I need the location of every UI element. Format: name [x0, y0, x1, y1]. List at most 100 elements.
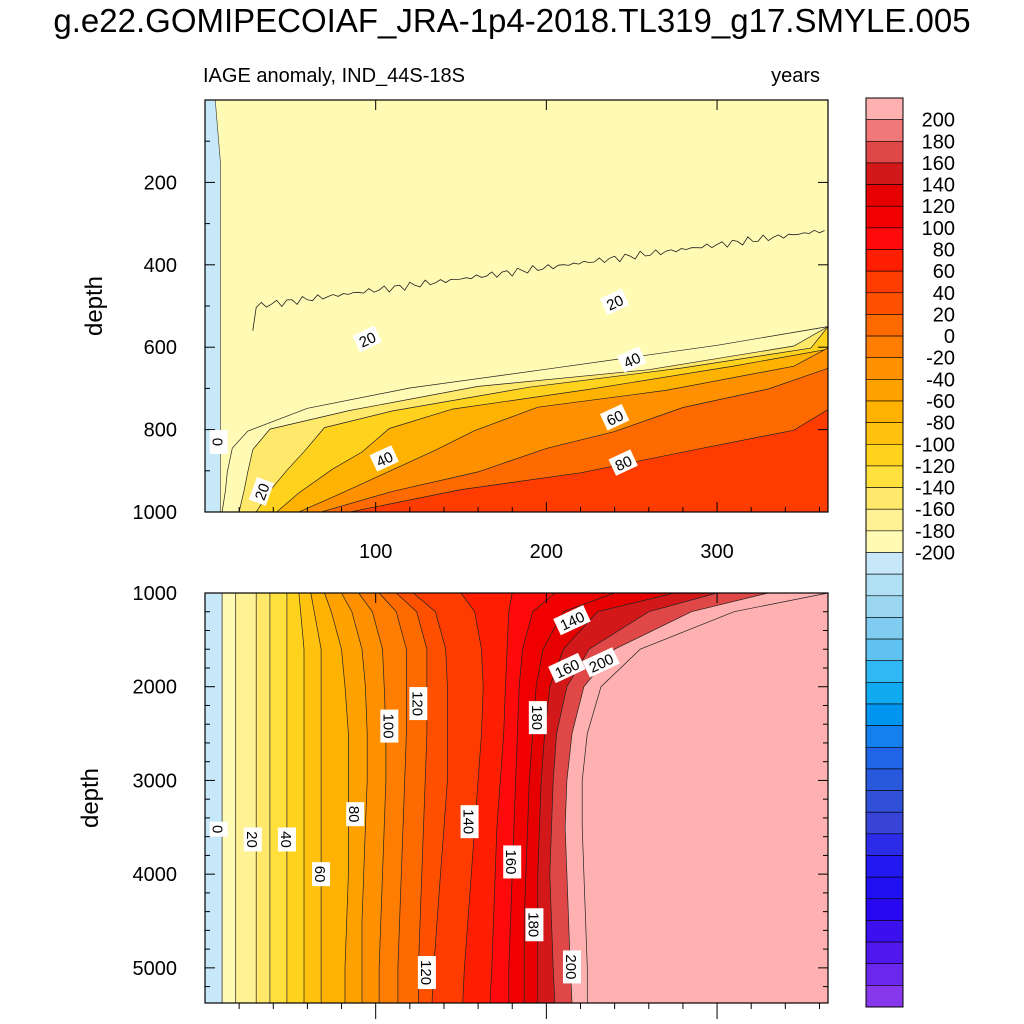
upper-left-title: IAGE anomaly, IND_44S-18S — [203, 65, 465, 87]
lower-contour-label-box — [503, 845, 522, 879]
lower-contour-line-160 — [523, 592, 615, 1003]
upper-contour-label-text: 20 — [604, 292, 626, 314]
upper-contour-label-box — [608, 449, 638, 476]
lower-negative-region — [205, 593, 223, 1003]
colorbar-label: -60 — [926, 391, 955, 413]
lower-contour-label: 80 — [345, 802, 365, 827]
colorbar-swatch — [865, 833, 904, 856]
lower-contour-label-box — [417, 956, 436, 990]
colorbar-swatch — [865, 617, 904, 640]
lower-contour-label: 140 — [553, 605, 591, 636]
lower-y-tick-label: 5000 — [133, 958, 178, 980]
lower-contour-line-70 — [324, 592, 349, 1003]
upper-contour-label-text: 80 — [613, 453, 635, 475]
colorbar-label: -160 — [915, 499, 955, 521]
colorbar-swatch — [865, 855, 904, 878]
colorbar: 200180160140120100806040200-20-40-60-80-… — [865, 97, 955, 1008]
colorbar-swatch — [865, 443, 904, 467]
colorbar-label: -120 — [915, 456, 955, 478]
lower-contour-band-10 — [235, 593, 257, 1003]
lower-y-tick-label: 3000 — [133, 770, 178, 792]
colorbar-label: 20 — [933, 304, 955, 326]
colorbar-swatch — [865, 97, 904, 120]
colorbar-label: 0 — [944, 326, 955, 348]
colorbar-label: 180 — [922, 131, 955, 153]
lower-contour-band-40 — [286, 593, 304, 1003]
colorbar-swatch — [865, 162, 904, 185]
upper-contour-label: 40 — [617, 346, 647, 373]
upper-contour-label-text: 60 — [604, 407, 626, 429]
colorbar-label: 40 — [933, 283, 955, 305]
lower-contour-label-box — [209, 821, 228, 837]
lower-contour-label-box — [277, 827, 296, 852]
colorbar-swatch — [865, 725, 904, 748]
lower-contour-line-110 — [395, 592, 428, 1003]
lower-contour-label-text: 80 — [345, 806, 362, 823]
upper-right-title: years — [771, 65, 820, 87]
colorbar-swatch — [865, 335, 904, 359]
lower-contour-label: 120 — [408, 687, 428, 721]
colorbar-swatch — [865, 249, 904, 272]
colorbar-label: -20 — [926, 348, 955, 370]
lower-contour-label: 180 — [528, 701, 547, 735]
upper-x-tick-label: 200 — [530, 541, 563, 563]
colorbar-swatch — [865, 638, 904, 662]
upper-contour-label: 20 — [599, 288, 630, 316]
upper-contour-label: 80 — [608, 449, 638, 476]
colorbar-label: 200 — [922, 110, 955, 132]
colorbar-label: 80 — [933, 240, 955, 262]
upper-contour-label-box — [209, 429, 228, 454]
colorbar-swatch — [865, 920, 904, 943]
lower-contour-label-box — [312, 862, 331, 887]
colorbar-label: 120 — [922, 196, 955, 218]
lower-contour-band-90 — [358, 593, 407, 1003]
colorbar-swatch — [865, 963, 904, 986]
upper-contour-label-box — [599, 288, 630, 316]
lower-contour-line-200 — [581, 592, 829, 1003]
upper-contour-label-text: 20 — [252, 481, 274, 502]
lower-contour-band-20 — [256, 593, 270, 1003]
lower-contour-label: 120 — [417, 956, 436, 990]
colorbar-label: 60 — [933, 261, 955, 283]
lower-contour-label: 0 — [209, 821, 228, 837]
lower-contour-label-text: 200 — [562, 954, 579, 979]
upper-contour-label: 40 — [369, 445, 399, 472]
upper-contour-label-box — [369, 445, 399, 472]
upper-contour-label: 20 — [248, 477, 274, 506]
colorbar-swatch — [865, 530, 904, 553]
lower-contour-line-150 — [508, 592, 556, 1003]
upper-contour-label-text: 0 — [209, 438, 226, 446]
colorbar-label: -140 — [915, 478, 955, 500]
upper-contour-label-box — [352, 325, 382, 353]
colorbar-swatch — [865, 422, 904, 445]
upper-contour-label-box — [248, 477, 274, 506]
upper-x-tick-label: 100 — [359, 541, 392, 563]
upper-contour-label-box — [617, 346, 647, 373]
colorbar-label: -80 — [926, 413, 955, 435]
lower-contour-line-80 — [341, 592, 368, 1003]
lower-contour-band-0 — [222, 593, 236, 1003]
lower-contour-band-130 — [461, 593, 513, 1003]
lower-contour-band-120 — [413, 593, 484, 1003]
lower-contour-band-30 — [269, 593, 287, 1003]
colorbar-swatch — [865, 184, 904, 207]
lower-contour-label: 160 — [502, 845, 522, 879]
lower-contour-label: 200 — [562, 950, 581, 984]
colorbar-swatch — [865, 595, 904, 618]
colorbar-swatch — [865, 790, 904, 813]
lower-contour-label-text: 180 — [524, 912, 541, 937]
lower-contour-label-box — [562, 950, 581, 984]
colorbar-label: -180 — [915, 521, 955, 543]
lower-contour-line-90 — [358, 592, 387, 1003]
lower-contour-band-50 — [298, 593, 322, 1003]
colorbar-swatch — [865, 985, 904, 1008]
lower-y-tick-label: 2000 — [133, 677, 178, 699]
colorbar-swatch — [865, 573, 904, 597]
colorbar-swatch — [865, 703, 904, 726]
lower-contour-label-text: 40 — [277, 831, 294, 848]
colorbar-swatch — [865, 508, 904, 532]
upper-y-tick-label: 400 — [144, 255, 177, 277]
lower-contour-label-box — [525, 908, 544, 942]
lower-contour-line-50 — [298, 592, 305, 1003]
